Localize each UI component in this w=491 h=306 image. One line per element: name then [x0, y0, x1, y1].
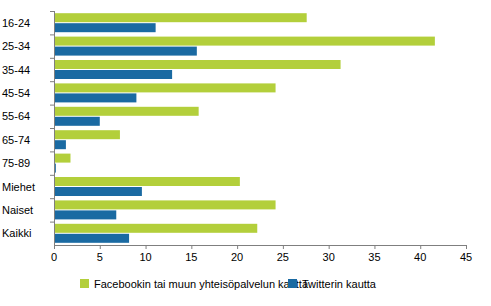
bar	[54, 93, 136, 102]
x-tick	[466, 245, 467, 249]
x-tick	[283, 245, 284, 249]
x-tick	[100, 245, 101, 249]
x-tick-label: 30	[323, 251, 335, 263]
bar	[54, 130, 120, 139]
x-axis	[54, 245, 466, 246]
x-tick	[374, 245, 375, 249]
bar	[54, 13, 307, 22]
y-tick	[50, 58, 54, 59]
chart-container: 16-24 25-34 35-44 45-54 55-64 65-74 75-89 Miehe…	[0, 0, 491, 306]
legend-label: Twitterin kautta	[302, 278, 377, 290]
x-tick	[420, 245, 421, 249]
bar	[54, 83, 276, 92]
bar	[54, 177, 240, 186]
y-tick	[50, 11, 54, 12]
bars	[54, 13, 435, 243]
category-label: 75-89	[2, 157, 30, 169]
bar	[54, 23, 156, 32]
category-label: Kaikki	[2, 227, 31, 239]
x-tick-label: 5	[97, 251, 103, 263]
bar	[54, 200, 276, 209]
bar	[54, 140, 66, 149]
x-tick-label: 45	[460, 251, 472, 263]
bar	[54, 210, 116, 219]
y-tick	[50, 128, 54, 129]
bar	[54, 60, 341, 69]
x-tick	[54, 245, 55, 249]
y-tick	[50, 81, 54, 82]
category-label: 45-54	[2, 87, 30, 99]
category-label: 25-34	[2, 40, 30, 52]
category-label: 35-44	[2, 64, 30, 76]
bar	[54, 224, 257, 233]
x-tick-label: 10	[139, 251, 151, 263]
category-label: Naiset	[2, 204, 33, 216]
bar	[54, 70, 172, 79]
x-tick	[329, 245, 330, 249]
legend-swatch	[288, 279, 297, 288]
x-tick-label: 20	[231, 251, 243, 263]
y-tick	[50, 198, 54, 199]
x-tick	[191, 245, 192, 249]
y-tick	[50, 175, 54, 176]
bar	[54, 37, 435, 46]
bar	[54, 117, 100, 126]
x-tick-label: 40	[414, 251, 426, 263]
y-tick	[50, 151, 54, 152]
x-tick-label: 0	[51, 251, 57, 263]
x-tick-label: 35	[368, 251, 380, 263]
y-tick	[50, 105, 54, 106]
category-label: 65-74	[2, 134, 30, 146]
legend-swatch	[80, 279, 89, 288]
category-label: 55-64	[2, 110, 30, 122]
bar	[54, 154, 70, 163]
y-tick	[50, 34, 54, 35]
y-tick	[50, 222, 54, 223]
legend-label: Facebookin tai muun yhteisöpalvelun kaut…	[94, 278, 309, 290]
bar	[54, 234, 129, 243]
x-tick	[146, 245, 147, 249]
x-tick-label: 25	[277, 251, 289, 263]
bar	[54, 47, 197, 56]
x-tick	[237, 245, 238, 249]
bar	[54, 107, 199, 116]
category-label: 16-24	[2, 17, 30, 29]
bar	[54, 187, 142, 196]
y-axis	[54, 11, 55, 245]
category-label: Miehet	[2, 181, 35, 193]
chart: 16-24 25-34 35-44 45-54 55-64 65-74 75-89 Miehe…	[0, 0, 491, 306]
x-tick-label: 15	[185, 251, 197, 263]
